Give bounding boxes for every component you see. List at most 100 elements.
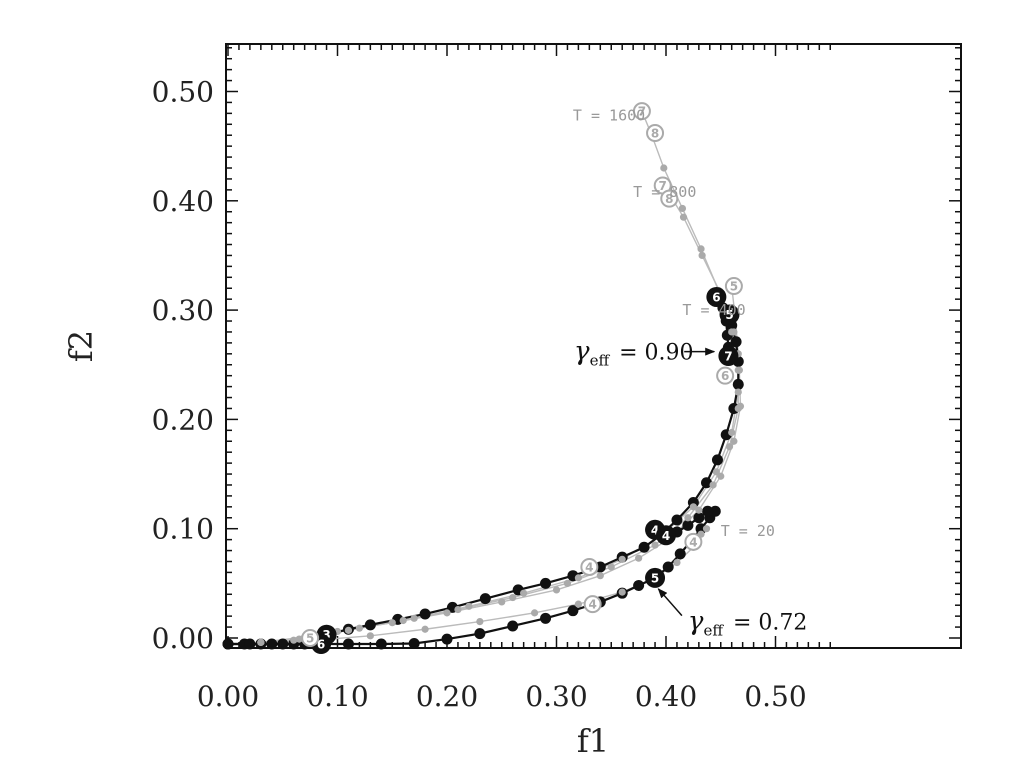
- black-data-point: [441, 633, 453, 645]
- gamma-symbol: γ: [574, 337, 590, 367]
- grey-data-point: [295, 635, 303, 643]
- gamma-value: = 0.90: [619, 341, 693, 366]
- marker-number: 5: [651, 571, 659, 585]
- grey-data-point: [563, 579, 572, 587]
- grey-data-point: [728, 428, 736, 437]
- marker-number: 4: [662, 529, 670, 543]
- marker-number: 7: [659, 179, 667, 193]
- numbered-marker: 4: [580, 557, 599, 576]
- numbered-marker: 4: [583, 595, 602, 614]
- marker-circle: [719, 304, 740, 325]
- grey-data-point: [712, 468, 720, 476]
- grey-data-point: [344, 626, 353, 634]
- grey-data-point: [290, 636, 298, 644]
- marker-circle: [646, 124, 665, 143]
- marker-number: 5: [306, 632, 314, 646]
- y-axis-title: f2: [62, 330, 100, 362]
- marker-number: 5: [730, 280, 738, 294]
- black-data-point: [674, 548, 686, 560]
- black-data-point: [540, 577, 552, 589]
- numbered-marker: 5: [719, 304, 740, 325]
- numbered-marker: 4: [684, 532, 703, 551]
- grey-data-point: [498, 598, 506, 606]
- grey-data-point: [607, 563, 615, 571]
- grey-data-point: [257, 638, 265, 646]
- grey-data-point: [574, 600, 583, 608]
- grey-data-point: [410, 614, 418, 622]
- grey-data-point: [734, 366, 742, 374]
- grey-data-point: [596, 572, 604, 580]
- black-data-point: [730, 336, 742, 348]
- black-data-point: [709, 505, 721, 517]
- grey-data-point: [725, 443, 734, 451]
- y-tick-label: 0.10: [152, 513, 214, 546]
- marker-number: 4: [689, 535, 697, 549]
- black-data-point: [364, 619, 376, 631]
- gamma-eff-label: γeff = 0.90: [574, 337, 694, 370]
- marker-circle: [645, 567, 666, 588]
- axis-ticks: 0.00 0.10 0.20 0.30 0.40 0.50 0.00 0.10 0.20 0.30…: [152, 44, 961, 713]
- grey-data-point: [531, 609, 539, 617]
- numbered-marker: 5: [645, 567, 666, 588]
- black-data-point: [375, 638, 387, 650]
- black-data-point: [419, 608, 431, 620]
- grey-data-point: [717, 472, 725, 480]
- temperature-label: T = 1600: [573, 107, 645, 125]
- marker-number: 6: [721, 369, 729, 383]
- x-axis-title: f1: [577, 722, 609, 760]
- grey-data-point: [678, 204, 687, 213]
- gamma-subscript: eff: [703, 622, 724, 640]
- black-data-point: [732, 378, 744, 390]
- temperature-label: T = 400: [682, 301, 745, 319]
- grey-data-point: [709, 481, 717, 489]
- gamma-value: = 0.72: [733, 611, 807, 636]
- marker-circle: [716, 366, 735, 385]
- marker-circle: [632, 102, 651, 121]
- black-data-point: [662, 561, 674, 573]
- grey-data-point: [355, 624, 363, 632]
- numbered-marker: 5: [301, 629, 320, 647]
- grey-data-point: [399, 616, 407, 625]
- grey-data-point: [635, 554, 643, 562]
- grey-data-point: [702, 525, 711, 533]
- marker-circle: [301, 629, 320, 647]
- grey-series-line: [260, 285, 739, 644]
- marker-number: 3: [322, 628, 330, 642]
- x-tick-label: 0.40: [635, 680, 697, 713]
- annotation-arrow: [657, 588, 683, 617]
- marker-number: 4: [651, 523, 659, 537]
- grey-data-point: [618, 555, 626, 563]
- y-tick-label: 0.00: [152, 622, 214, 655]
- gamma-symbol: γ: [688, 607, 704, 637]
- black-data-point: [408, 637, 420, 649]
- marker-number: 4: [585, 560, 593, 574]
- marker-circle: [660, 189, 679, 208]
- black-data-point: [567, 605, 579, 617]
- black-data-point: [695, 523, 707, 535]
- grey-data-point: [465, 602, 473, 610]
- black-data-point: [693, 512, 705, 524]
- grey-data-point: [552, 586, 561, 594]
- marker-number: 7: [638, 105, 646, 119]
- gamma-eff-label: γeff = 0.72: [688, 607, 808, 640]
- black-data-point: [702, 505, 714, 517]
- black-data-point: [671, 514, 683, 526]
- plot-frame: [225, 43, 962, 649]
- marker-circle: [583, 595, 602, 614]
- grey-data-point: [509, 593, 517, 602]
- black-data-point: [701, 477, 713, 489]
- grey-data-point: [679, 213, 688, 221]
- grey-data-point: [695, 506, 703, 514]
- y-tick-label: 0.50: [152, 76, 214, 109]
- marker-number: 8: [665, 192, 673, 206]
- grey-data-point: [388, 619, 396, 627]
- grey-data-point: [660, 164, 668, 172]
- grey-data-point: [734, 388, 742, 396]
- marker-circle: [656, 525, 676, 546]
- numbered-marker: 8: [646, 124, 665, 143]
- grey-data-point: [697, 245, 705, 253]
- black-data-point: [633, 580, 645, 592]
- grey-data-point: [689, 503, 697, 511]
- black-data-point: [342, 638, 354, 650]
